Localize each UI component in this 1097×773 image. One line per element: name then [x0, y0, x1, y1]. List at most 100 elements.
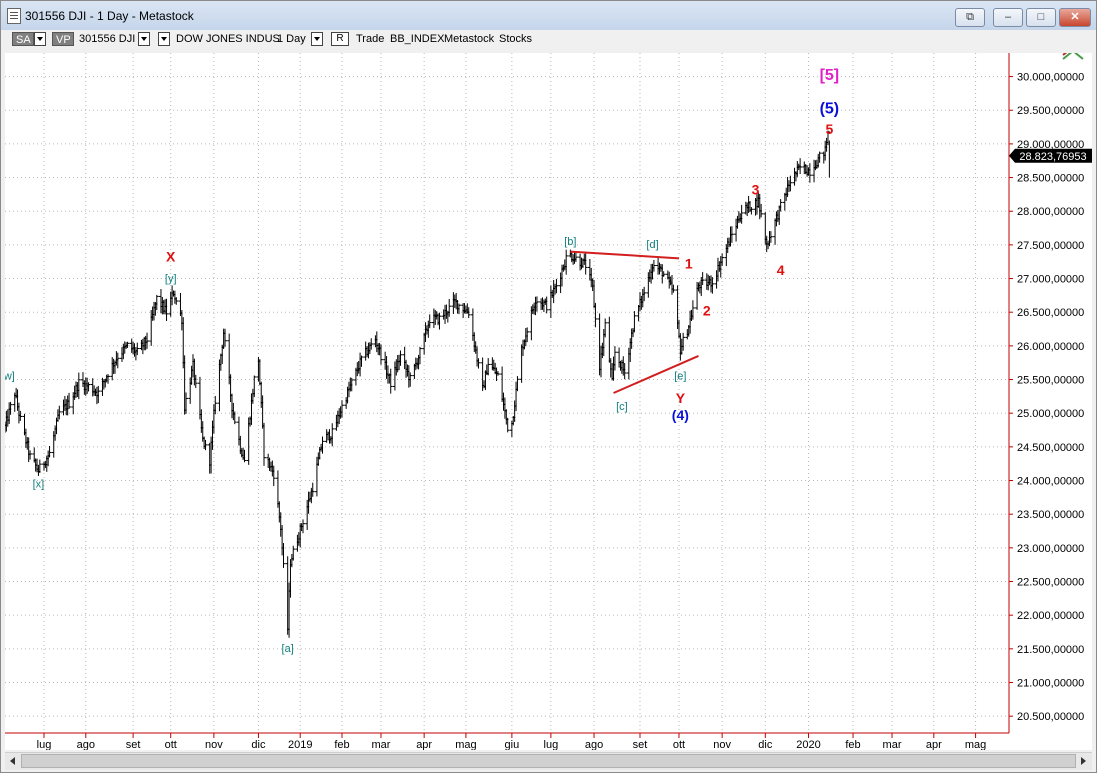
scroll-thumb[interactable]: [21, 754, 1076, 768]
y-tick-label: 21.000,00000: [1017, 678, 1084, 690]
price-bar: [378, 344, 383, 365]
sa-button[interactable]: SA: [12, 32, 34, 46]
x-tick-label: dic: [758, 739, 773, 750]
wave-label: [x]: [33, 478, 45, 490]
security-dropdown-icon[interactable]: [158, 32, 170, 46]
y-tick-label: 23.000,00000: [1017, 543, 1084, 555]
r-dropdown-button[interactable]: R: [331, 32, 349, 46]
price-bar: [607, 316, 612, 363]
maximize-button[interactable]: □: [1026, 8, 1056, 27]
price-bar: [398, 350, 403, 366]
price-bar: [359, 355, 364, 367]
price-bar: [125, 341, 130, 348]
wave-label: Y: [676, 390, 686, 406]
price-bar: [193, 374, 198, 389]
scroll-right-icon[interactable]: [1077, 755, 1089, 767]
x-tick-label: lug: [37, 739, 52, 750]
price-bar: [184, 392, 189, 414]
y-tick-label: 24.500,00000: [1017, 442, 1084, 454]
title-bar[interactable]: 301556 DJI - 1 Day - Metastock ⧉ – □ ✕: [1, 1, 1096, 31]
price-bar: [661, 271, 666, 277]
wave-label: 1: [685, 255, 693, 271]
x-tick-label: nov: [713, 739, 731, 750]
trendline: [613, 355, 699, 394]
last-price-label: 28.823,76953: [1019, 151, 1086, 163]
price-bar: [749, 207, 754, 215]
price-bar: [720, 253, 725, 266]
price-bar: [447, 298, 452, 317]
x-tick-label: mar: [372, 739, 391, 750]
wave-label: [w]: [5, 371, 15, 383]
wave-label: [y]: [165, 273, 177, 285]
y-tick-label: 25.000,00000: [1017, 408, 1084, 420]
symbol-dropdown-icon[interactable]: [138, 32, 150, 46]
x-tick-label: 2020: [796, 739, 820, 750]
price-bar: [115, 352, 120, 369]
x-tick-label: ago: [77, 739, 95, 750]
price-bar: [593, 302, 598, 328]
horizontal-scrollbar[interactable]: [5, 752, 1092, 770]
price-bar: [632, 311, 637, 333]
price-bar: [18, 410, 23, 421]
price-chart[interactable]: [w] [x] X [y] [a] [b] [c] [d] [e] Y(4) 1 2 3 4 5 (5) [5]…: [1, 46, 1092, 751]
sa-dropdown-icon[interactable]: [34, 32, 46, 46]
price-bar: [798, 158, 803, 175]
price-bar: [690, 300, 695, 320]
restore-layout-button[interactable]: ⧉: [955, 8, 985, 27]
price-bar: [8, 401, 13, 415]
price-bar: [573, 251, 578, 262]
grid-layer: [5, 53, 1009, 733]
wave-label: (5): [820, 101, 840, 118]
wave-label: 2: [703, 303, 711, 319]
price-bar: [164, 298, 169, 321]
axes-layer: 20.500,00000 21.000,00000 21.500,00000 22.0…: [5, 53, 1092, 751]
price-bar: [417, 346, 422, 365]
trendlines-layer: [570, 250, 699, 394]
scroll-left-icon[interactable]: [7, 755, 19, 767]
x-tick-label: dic: [251, 739, 266, 750]
price-bar: [700, 272, 705, 286]
window-title: 301556 DJI - 1 Day - Metastock: [25, 9, 194, 23]
price-bars-layer: [3, 130, 830, 638]
index-label: BB_INDEX: [390, 33, 445, 45]
y-tick-label: 29.000,00000: [1017, 139, 1084, 151]
price-bar: [583, 251, 588, 275]
price-bar: [339, 400, 344, 418]
y-tick-label: 28.500,00000: [1017, 173, 1084, 185]
y-tick-label: 22.000,00000: [1017, 610, 1084, 622]
y-tick-label: 29.500,00000: [1017, 105, 1084, 117]
price-bar: [57, 405, 62, 420]
price-bar: [710, 277, 715, 294]
price-bar: [281, 543, 286, 568]
price-bar: [768, 231, 773, 243]
price-bar: [456, 303, 461, 315]
price-bar: [729, 226, 734, 243]
periodicity-dropdown-icon[interactable]: [311, 32, 323, 46]
vp-button[interactable]: VP: [52, 32, 74, 46]
price-bar: [174, 297, 179, 305]
security-name: DOW JONES INDUS: [176, 33, 280, 45]
price-bar: [232, 411, 237, 425]
instrument-type-label: Stocks: [499, 33, 533, 45]
price-bar: [388, 368, 393, 394]
price-bar: [612, 346, 617, 371]
close-button[interactable]: ✕: [1059, 8, 1091, 27]
trade-label: Trade: [356, 33, 385, 45]
price-bar: [300, 519, 305, 534]
price-bar: [554, 278, 559, 294]
wave-label: [c]: [616, 401, 628, 413]
price-bar: [242, 449, 247, 463]
wave-label: X: [166, 249, 176, 265]
price-bar: [476, 358, 481, 369]
wave-label: [a]: [282, 643, 294, 655]
price-bar: [252, 375, 257, 398]
x-tick-label: feb: [845, 739, 860, 750]
wave-label: [d]: [646, 239, 658, 251]
price-bar: [466, 307, 471, 319]
minimize-button[interactable]: –: [993, 8, 1023, 27]
x-tick-label: ago: [585, 739, 603, 750]
chart-canvas[interactable]: [w] [x] X [y] [a] [b] [c] [d] [e] Y(4) 1 2 3 4 5 (5) [5]…: [1, 46, 1092, 751]
symbol-label: 301556 DJI: [79, 33, 136, 45]
price-bar: [534, 296, 539, 312]
